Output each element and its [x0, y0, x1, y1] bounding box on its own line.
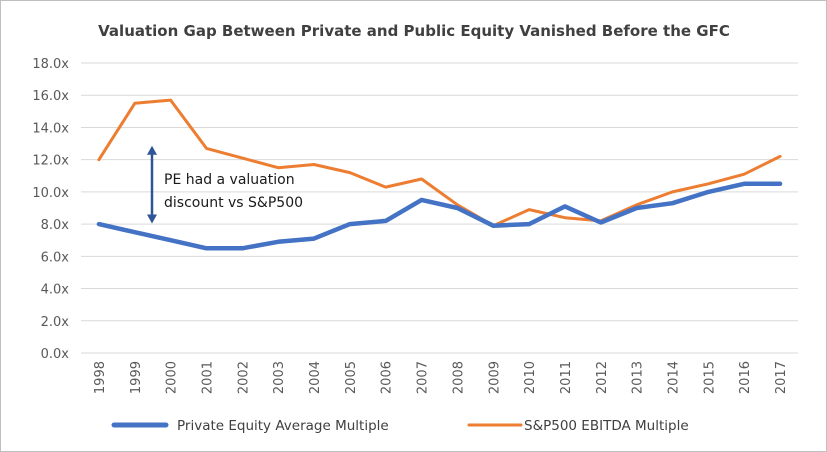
- y-tick-label: 16.0x: [32, 89, 69, 104]
- y-tick-label: 2.0x: [41, 315, 70, 330]
- x-tick-label: 2011: [559, 361, 574, 394]
- y-tick-label: 10.0x: [32, 186, 69, 201]
- x-tick-label: 2003: [272, 361, 287, 394]
- x-tick-label: 2008: [451, 361, 466, 394]
- x-tick-label: 1998: [93, 361, 108, 394]
- annotation-arrowhead-up-icon: [147, 145, 157, 155]
- x-tick-label: 2002: [236, 361, 251, 394]
- x-tick-label: 1999: [129, 361, 144, 394]
- x-tick-label: 2012: [595, 361, 610, 394]
- series-lines: [96, 98, 783, 251]
- x-axis: 1998 1999 2000 2001 2002 2003 2004 2005 2006 2007…: [93, 361, 789, 394]
- legend-label: S&P500 EBITDA Multiple: [524, 418, 689, 434]
- x-tick-label: 2015: [702, 361, 717, 394]
- annotation-text: PE had a valuation: [164, 172, 295, 188]
- annotation-text: discount vs S&P500: [164, 195, 303, 211]
- y-tick-label: 4.0x: [41, 283, 70, 298]
- legend: Private Equity Average Multiple S&P500 EB…: [111, 418, 689, 434]
- x-tick-label: 2017: [774, 361, 789, 394]
- x-tick-label: 2009: [487, 361, 502, 394]
- x-tick-label: 2001: [200, 361, 215, 394]
- x-tick-label: 2016: [738, 361, 753, 394]
- series-line-private-equity: [96, 181, 783, 251]
- x-tick-label: 2014: [667, 361, 682, 394]
- x-tick-label: 2006: [380, 361, 395, 394]
- annotation-arrowhead-down-icon: [147, 214, 157, 224]
- x-tick-label: 2005: [344, 361, 359, 394]
- series-line-sp500: [97, 98, 782, 228]
- x-tick-label: 2010: [523, 361, 538, 394]
- y-tick-label: 18.0x: [32, 57, 69, 72]
- x-tick-label: 2000: [165, 361, 180, 394]
- annotation: PE had a valuation discount vs S&P500: [147, 145, 303, 224]
- x-tick-label: 2007: [416, 361, 431, 394]
- legend-label: Private Equity Average Multiple: [177, 418, 389, 434]
- y-tick-label: 0.0x: [41, 347, 70, 362]
- chart-title: Valuation Gap Between Private and Public…: [98, 22, 730, 40]
- y-tick-label: 12.0x: [32, 154, 69, 169]
- y-axis: 0.0x 2.0x 4.0x 6.0x 8.0x 10.0x 12.0x 14.0x 16.0x…: [32, 57, 69, 362]
- y-tick-label: 6.0x: [41, 250, 70, 265]
- y-tick-label: 8.0x: [41, 218, 70, 233]
- y-tick-label: 14.0x: [32, 121, 69, 136]
- x-tick-label: 2004: [308, 361, 323, 394]
- x-tick-label: 2013: [631, 361, 646, 394]
